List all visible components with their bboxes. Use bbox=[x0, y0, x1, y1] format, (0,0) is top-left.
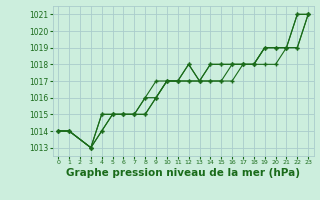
X-axis label: Graphe pression niveau de la mer (hPa): Graphe pression niveau de la mer (hPa) bbox=[66, 168, 300, 178]
